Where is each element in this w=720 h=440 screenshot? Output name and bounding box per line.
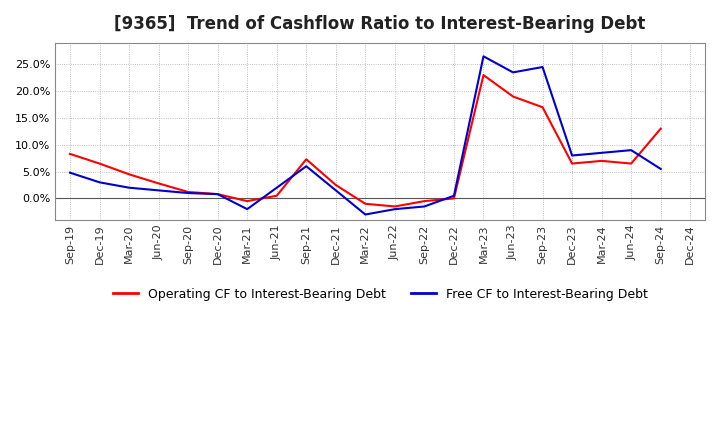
- Legend: Operating CF to Interest-Bearing Debt, Free CF to Interest-Bearing Debt: Operating CF to Interest-Bearing Debt, F…: [108, 282, 652, 306]
- Title: [9365]  Trend of Cashflow Ratio to Interest-Bearing Debt: [9365] Trend of Cashflow Ratio to Intere…: [114, 15, 646, 33]
